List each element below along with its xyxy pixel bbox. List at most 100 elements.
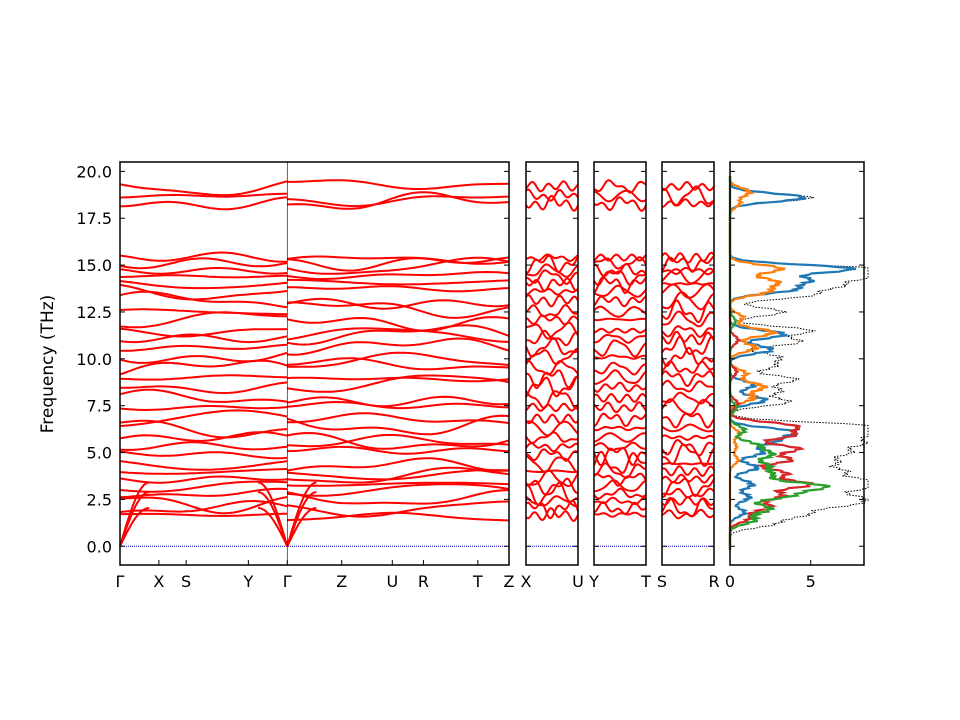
band-line (287, 469, 510, 481)
x-tick-label-X: X (153, 572, 164, 591)
band-line (119, 374, 288, 381)
band-line (525, 263, 579, 278)
y-tick-label: 10.0 (76, 350, 112, 369)
acoustic-branch (286, 507, 317, 547)
band-line (593, 432, 647, 443)
band-line (525, 180, 579, 193)
band-line (525, 469, 579, 488)
y-tick-label: 2.5 (87, 490, 112, 509)
band-lines (593, 179, 647, 518)
band-line (119, 460, 288, 471)
band-line (119, 274, 288, 279)
band-line (119, 359, 288, 376)
band-line (593, 354, 647, 360)
band-line (287, 483, 510, 497)
band-line (287, 374, 510, 393)
band-line (525, 194, 579, 212)
y-tick-label: 17.5 (76, 209, 112, 228)
band-line (287, 445, 510, 455)
acoustic-branch (258, 507, 289, 547)
band-line (119, 409, 288, 427)
band-line (287, 357, 510, 371)
band-line (593, 276, 647, 295)
band-line (661, 412, 715, 429)
band-line (287, 511, 510, 522)
panel-frame (661, 161, 715, 566)
x-tick-label-T: T (640, 572, 651, 591)
band-line (119, 450, 288, 460)
band-line (287, 195, 510, 208)
band-line (593, 392, 647, 404)
x-tick-label-Z: Z (504, 572, 515, 591)
x-tick-label-Y: Y (588, 572, 599, 591)
band-line (525, 375, 579, 398)
x-tick-label-Γ: Γ (283, 572, 292, 591)
band-line (593, 501, 647, 516)
band-line (119, 431, 288, 442)
band-line (287, 395, 510, 408)
band-line (661, 180, 715, 192)
band-line (525, 321, 579, 340)
band-line (287, 179, 510, 190)
band-line (525, 347, 579, 366)
band-line (287, 412, 510, 424)
band-line (287, 278, 510, 286)
band-line (525, 413, 579, 425)
band-line (287, 285, 510, 293)
y-tick-label: 5.0 (87, 444, 112, 463)
band-line (593, 412, 647, 428)
band-line (593, 401, 647, 414)
band-line (593, 339, 647, 358)
band-line (661, 310, 715, 328)
band-line (525, 253, 579, 263)
band-line (594, 317, 647, 322)
band-line (525, 269, 578, 285)
x-tick-label-U: U (572, 572, 584, 591)
dos-frame (729, 161, 865, 566)
band-lines (661, 180, 715, 520)
band-line (661, 487, 715, 499)
band-structure-panels: Γ X S Y Γ Z U R T Z0.02.55.07.510.012.515.017.520… (76, 161, 720, 591)
band-line (287, 351, 510, 368)
band-line (287, 324, 510, 346)
band-line (525, 369, 578, 390)
band-line (593, 511, 647, 518)
y-tick-label: 0.0 (87, 537, 112, 556)
band-line (119, 343, 288, 352)
acoustic-branch (119, 481, 150, 547)
band-line (661, 255, 715, 273)
band-line (287, 457, 510, 472)
x-tick-label-X: X (521, 572, 532, 591)
acoustic-branch (286, 481, 317, 547)
y-tick-label: 15.0 (76, 256, 112, 275)
band-panel-path-gamma-to-z: Γ X S Y Γ Z U R T Z 0.0 2.5 5.0 7.5 10.0 12.5 15.0 17.5 20… (76, 161, 515, 591)
band-line (593, 295, 647, 308)
panel-frame (525, 161, 579, 566)
band-line (525, 455, 579, 474)
band-line (287, 414, 510, 436)
x-tick-label-Y: Y (242, 572, 253, 591)
band-line (287, 400, 510, 410)
band-line (119, 311, 288, 329)
band-line (661, 198, 715, 208)
band-lines (119, 179, 510, 522)
band-line (119, 499, 288, 513)
band-line (593, 284, 647, 298)
band-line (119, 257, 288, 270)
dos-x-tick-label: 0 (725, 572, 735, 591)
band-line (593, 179, 647, 194)
band-line (593, 425, 647, 432)
band-line (661, 434, 715, 441)
band-line (593, 462, 647, 479)
band-line (661, 360, 715, 374)
band-line (287, 256, 510, 272)
band-line (661, 325, 715, 338)
x-tick-label-S: S (657, 572, 667, 591)
band-line (525, 431, 579, 445)
band-line (593, 256, 647, 270)
band-line (119, 388, 288, 403)
